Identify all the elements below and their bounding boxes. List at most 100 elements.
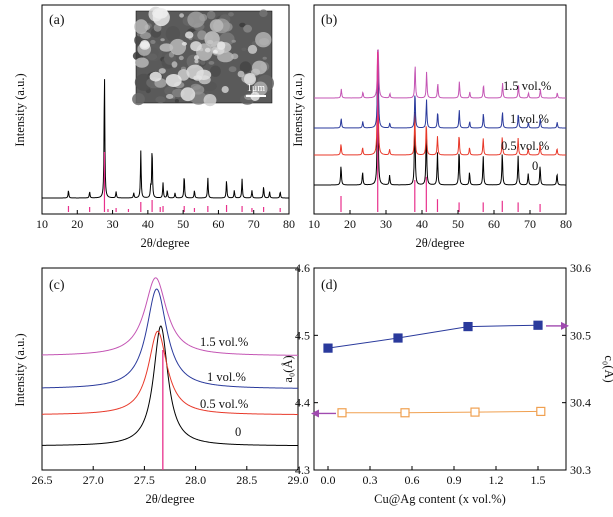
panel-c: (c) 26.5 27.0 27.5 28.0 28.5 29.0 2θ/degree I…	[13, 267, 309, 506]
c-xtick-label: 26.5	[32, 473, 53, 487]
sem-particle	[255, 32, 272, 48]
panel-c-xlabel: 2θ/degree	[145, 492, 194, 506]
d-ytick-left-label: 4.5	[295, 328, 310, 342]
d-xtick-label: 0.3	[363, 473, 378, 487]
sem-particle	[251, 68, 261, 76]
sem-particle	[178, 55, 184, 61]
panel-d-ylabel-right: c₀(Å)	[602, 355, 613, 382]
sem-inset: 1μm	[132, 6, 274, 107]
sem-particle	[165, 74, 182, 87]
a-xtick-label: 50	[177, 217, 189, 231]
sem-particle	[135, 57, 149, 68]
d-xtick-label: 0.0	[321, 473, 336, 487]
panel-a-xlabel: 2θ/degree	[140, 236, 189, 250]
sem-particle	[132, 93, 145, 106]
b-series-line	[314, 58, 566, 186]
a-xtick-label: 80	[283, 217, 295, 231]
panel-d-frame	[313, 267, 567, 471]
d-c0-point	[400, 408, 410, 418]
b-series-line	[314, 49, 567, 99]
d-ytick-right-label: 30.4	[570, 396, 591, 410]
panel-c-frame	[41, 267, 299, 471]
label-b-0: 0	[532, 159, 538, 173]
sem-particle	[209, 19, 224, 32]
b-xtick-label: 40	[416, 217, 428, 231]
c-series-line	[42, 330, 298, 415]
panel-c-ylabel: Intensity (a.u.)	[13, 333, 27, 406]
c-series-line	[41, 288, 299, 389]
d-a0-point	[463, 321, 473, 332]
d-ytick-left-label: 4.6	[295, 261, 310, 275]
d-a0-point	[323, 343, 333, 353]
a-xtick-label: 40	[142, 217, 154, 231]
sem-particle	[228, 66, 237, 73]
d-ytick-left-label: 4.3	[295, 463, 310, 477]
d-xtick-label: 1.2	[489, 473, 504, 487]
sem-texture	[132, 6, 274, 107]
sem-particle	[228, 12, 234, 17]
sem-particle	[204, 47, 211, 53]
sem-particle	[193, 75, 203, 81]
panel-c-label: (c)	[49, 278, 65, 293]
panel-a-xticks: 10 20 30 40 50 60 70 80	[36, 210, 295, 231]
sem-particle	[192, 85, 205, 95]
panel-d-ylabel-left: a₀(Å)	[281, 355, 295, 382]
c-xtick-label: 29.0	[288, 473, 309, 487]
scale-bar-label: 1μm	[247, 83, 265, 94]
sem-particle	[259, 9, 268, 17]
b-xtick-label: 20	[344, 217, 356, 231]
sem-particle	[166, 94, 174, 99]
panel-b-label: (b)	[321, 13, 338, 28]
c-xtick-label: 28.5	[236, 473, 257, 487]
sem-particle	[203, 94, 217, 107]
panel-b: (b) 10 20 30 40 50 60 70 80 2θ/degree Intensity…	[291, 4, 572, 250]
c-xtick-label: 28.0	[185, 473, 206, 487]
label-c-0: 0	[235, 425, 241, 439]
sem-particle	[244, 73, 256, 86]
b-xtick-label: 60	[488, 217, 500, 231]
sem-particle	[181, 41, 187, 46]
sem-particle	[174, 99, 179, 103]
sem-particle	[139, 41, 151, 50]
sem-particle	[239, 61, 252, 73]
panel-a-frame	[41, 4, 290, 215]
d-c0-point	[536, 406, 546, 417]
d-ytick-right-label: 30.3	[570, 463, 591, 477]
sem-particle	[247, 44, 258, 54]
a-xtick-label: 20	[71, 217, 83, 231]
d-a0-point	[533, 320, 543, 330]
panel-d-xlabel: Cu@Ag content (x vol.%)	[374, 492, 506, 506]
sem-particle	[231, 39, 236, 43]
panel-d-label: (d)	[321, 278, 338, 293]
d-c0-point	[337, 408, 347, 418]
sem-particle	[221, 86, 229, 93]
b-xtick-label: 80	[560, 217, 572, 231]
d-xtick-label: 0.9	[447, 473, 462, 487]
sem-particle	[147, 53, 158, 60]
panel-b-xticks: 10 20 30 40 50 60 70 80	[308, 210, 572, 231]
panel-b-plot	[314, 49, 567, 212]
a-xtick-label: 30	[107, 217, 119, 231]
a-xtick-label: 10	[36, 217, 48, 231]
sem-particle	[237, 70, 245, 78]
panel-a-label: (a)	[49, 13, 65, 28]
label-c-1-5: 1.5 vol.%	[200, 335, 248, 349]
sem-particle	[149, 71, 162, 82]
c-xtick-label: 27.0	[83, 473, 104, 487]
sem-particle	[212, 49, 218, 54]
label-b-1-5: 1.5 vol.%	[503, 79, 551, 93]
a-pattern-line	[42, 79, 289, 199]
d-c0-point	[470, 407, 480, 417]
panel-a-ylabel: Intensity (a.u.)	[13, 73, 27, 146]
sem-particle	[158, 68, 166, 74]
c-xtick-label: 27.5	[134, 473, 155, 487]
panel-c-plot	[41, 277, 299, 470]
panel-d-plot	[311, 320, 569, 418]
sem-particle	[241, 47, 247, 51]
b-series-line	[314, 49, 566, 129]
panel-d: (d) 0.0 0.3 0.6 0.9 1.2 1.5 4.3 4.4 4.5 4.6 30.3 30…	[281, 261, 613, 506]
d-left-axis-arrowhead	[311, 409, 319, 418]
a-xtick-label: 70	[248, 217, 260, 231]
sem-particle	[160, 38, 165, 42]
sem-particle	[159, 43, 174, 52]
